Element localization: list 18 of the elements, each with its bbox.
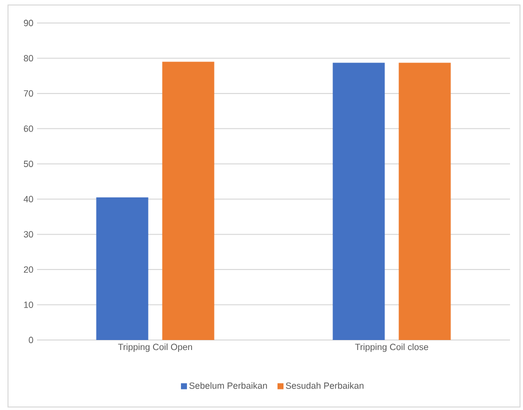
y-tick-label: 60: [24, 125, 34, 132]
y-tick-label: 0: [28, 336, 34, 344]
y-tick-label: 10: [24, 302, 34, 308]
y-tick-label: 70: [24, 90, 34, 97]
x-tick-label: Tripping Coil close: [355, 344, 428, 352]
y-tick-label: 20: [24, 266, 34, 273]
y-tick-label: 30: [24, 231, 34, 238]
y-tick-label: 40: [24, 196, 34, 202]
legend-label: Sesudah Perbaikan: [286, 382, 364, 389]
bar: [332, 62, 385, 340]
bar: [398, 62, 451, 340]
y-tick-label: 90: [24, 20, 34, 26]
bar: [162, 62, 214, 340]
bar: [96, 197, 148, 340]
legend-label: Sebelum Perbaikan: [189, 382, 267, 389]
y-tick-label: 80: [24, 55, 34, 62]
y-tick-label: 50: [24, 160, 34, 168]
x-tick-label: Tripping Coil Open: [118, 344, 192, 352]
